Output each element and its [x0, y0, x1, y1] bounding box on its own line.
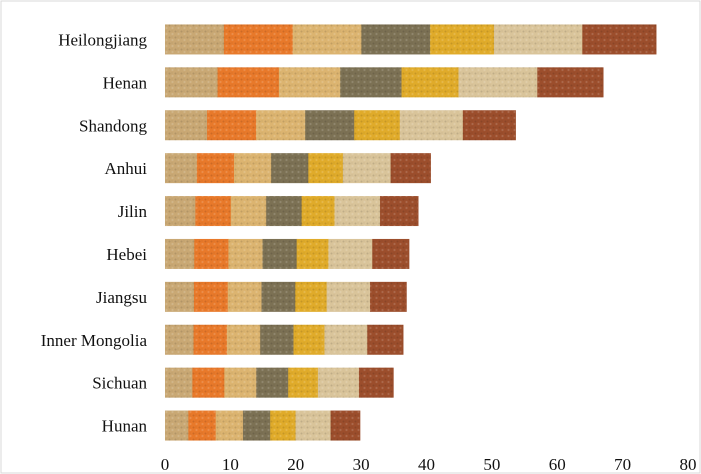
bar-texture [165, 110, 515, 140]
bar-texture [165, 411, 360, 441]
x-tick-label: 50 [483, 455, 500, 474]
x-tick-label: 10 [222, 455, 239, 474]
bars-group [165, 24, 656, 440]
bar-heilongjiang [165, 24, 656, 54]
category-label: Henan [103, 73, 148, 92]
category-label: Hebei [106, 245, 147, 264]
category-label: Jiangsu [96, 288, 148, 307]
bar-texture [165, 196, 418, 226]
category-label: Inner Mongolia [41, 331, 148, 350]
category-label: Sichuan [92, 374, 147, 393]
bar-anhui [165, 153, 431, 183]
x-tick-label: 20 [287, 455, 304, 474]
bar-sichuan [165, 368, 394, 398]
bar-shandong [165, 110, 516, 140]
category-label: Jilin [118, 202, 148, 221]
x-tick-label: 80 [680, 455, 697, 474]
bar-texture [165, 239, 409, 269]
x-tick-label: 0 [161, 455, 170, 474]
bar-inner-mongolia [165, 325, 403, 355]
x-tick-label: 40 [418, 455, 435, 474]
x-tick-label: 60 [549, 455, 566, 474]
x-tick-labels: 0 10 20 30 40 50 60 70 80 [161, 455, 697, 474]
bar-hebei [165, 239, 409, 269]
bar-texture [165, 368, 393, 398]
bar-hunan [165, 411, 360, 441]
bar-texture [165, 153, 430, 183]
category-label: Hunan [102, 417, 148, 436]
x-tick-label: 70 [614, 455, 631, 474]
x-tick-label: 30 [353, 455, 370, 474]
bar-texture [165, 24, 656, 54]
bar-jilin [165, 196, 419, 226]
bar-jiangsu [165, 282, 407, 312]
category-labels: Heilongjiang Henan Shandong Anhui Jilin Hebei… [41, 30, 148, 435]
category-label: Heilongjiang [58, 30, 147, 49]
bar-texture [165, 67, 603, 97]
bar-henan [165, 67, 604, 97]
category-label: Anhui [105, 159, 148, 178]
bar-texture [165, 282, 406, 312]
category-label: Shandong [79, 116, 148, 135]
bar-texture [165, 325, 403, 355]
